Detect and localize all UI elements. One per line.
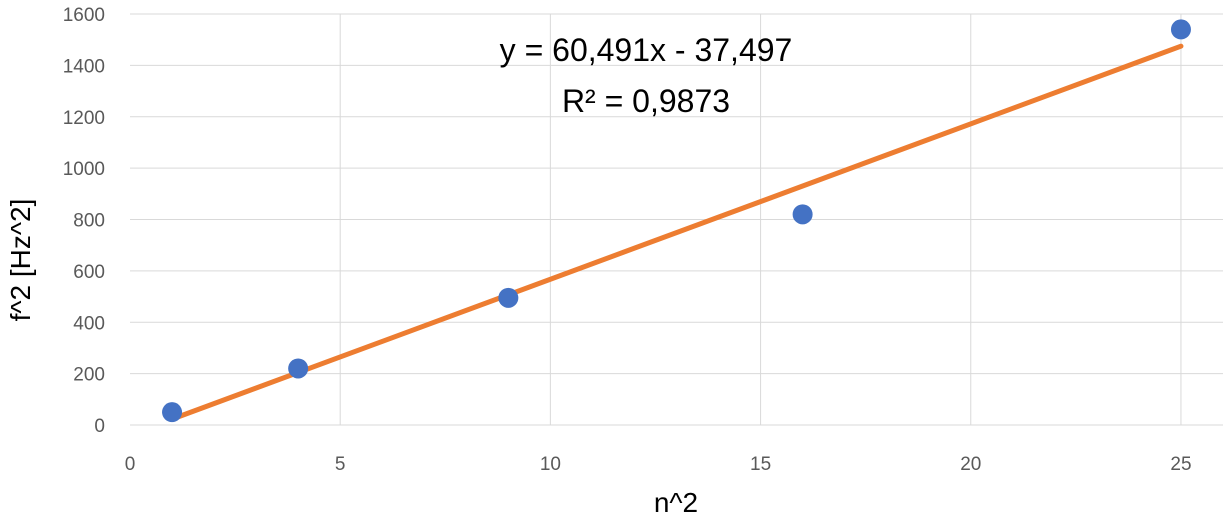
y-tick-label: 1200 [63,108,105,129]
y-tick-label: 600 [73,262,105,283]
x-tick-label: 15 [750,454,771,475]
data-point [792,204,813,225]
x-tick-label: 20 [960,454,981,475]
y-tick-label: 1400 [63,56,105,77]
trendline-r2: R² = 0,9873 [562,83,730,119]
y-axis-title: f^2 [Hz^2] [5,199,36,322]
x-tick-label: 25 [1170,454,1191,475]
y-tick-label: 800 [73,211,105,232]
x-tick-label: 5 [335,454,346,475]
trendline [169,43,1184,422]
data-point [288,358,309,379]
grid [130,13,1223,426]
y-tick-label: 400 [73,313,105,334]
y-tick-label: 1000 [63,159,105,180]
data-point [162,402,183,423]
x-tick-label: 10 [540,454,561,475]
data-point [498,287,519,308]
y-tick-labels: 0 200 400 600 800 1000 1200 1400 1600 [63,5,105,437]
x-tick-labels: 0 5 10 15 20 25 [125,454,1192,475]
x-tick-label: 0 [125,454,136,475]
y-tick-label: 1600 [63,5,105,26]
data-point [1170,19,1191,40]
y-tick-label: 0 [94,416,105,437]
y-tick-label: 200 [73,365,105,386]
data-points [162,19,1191,423]
trendline-equation: y = 60,491x - 37,497 [500,32,793,68]
x-axis-title: n^2 [654,487,698,518]
